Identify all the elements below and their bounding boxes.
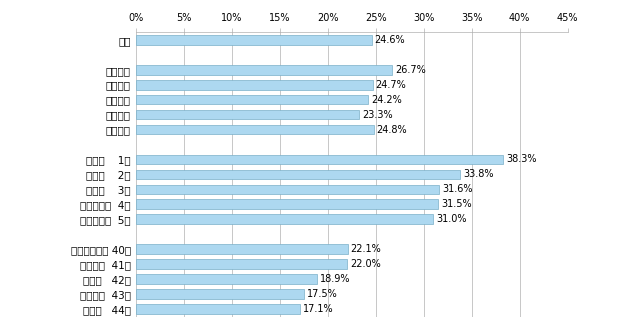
Text: 23.3%: 23.3%	[362, 109, 393, 120]
Bar	[136, 274, 317, 284]
Bar	[136, 289, 304, 299]
Text: 31.6%: 31.6%	[442, 184, 473, 194]
Text: 17.5%: 17.5%	[307, 289, 337, 299]
Bar	[136, 65, 392, 75]
Bar	[136, 155, 503, 164]
Text: 18.9%: 18.9%	[320, 274, 350, 284]
Bar	[136, 245, 348, 254]
Bar	[136, 110, 359, 120]
Text: 22.1%: 22.1%	[350, 244, 381, 254]
Bar	[136, 170, 460, 179]
Text: 33.8%: 33.8%	[463, 170, 494, 179]
Text: 17.1%: 17.1%	[303, 304, 333, 314]
Text: 24.8%: 24.8%	[376, 125, 407, 135]
Bar	[136, 35, 372, 45]
Bar	[136, 95, 368, 104]
Bar	[136, 184, 439, 194]
Bar	[136, 214, 433, 224]
Text: 26.7%: 26.7%	[395, 65, 426, 75]
Text: 31.5%: 31.5%	[441, 199, 471, 209]
Bar	[136, 304, 300, 314]
Bar	[136, 125, 374, 134]
Bar	[136, 259, 347, 269]
Text: 22.0%: 22.0%	[350, 259, 381, 269]
Bar	[136, 200, 438, 209]
Text: 24.7%: 24.7%	[376, 80, 407, 90]
Text: 24.6%: 24.6%	[375, 35, 405, 45]
Text: 24.2%: 24.2%	[371, 95, 402, 105]
Text: 38.3%: 38.3%	[506, 154, 537, 164]
Text: 31.0%: 31.0%	[436, 214, 466, 224]
Bar	[136, 80, 373, 89]
